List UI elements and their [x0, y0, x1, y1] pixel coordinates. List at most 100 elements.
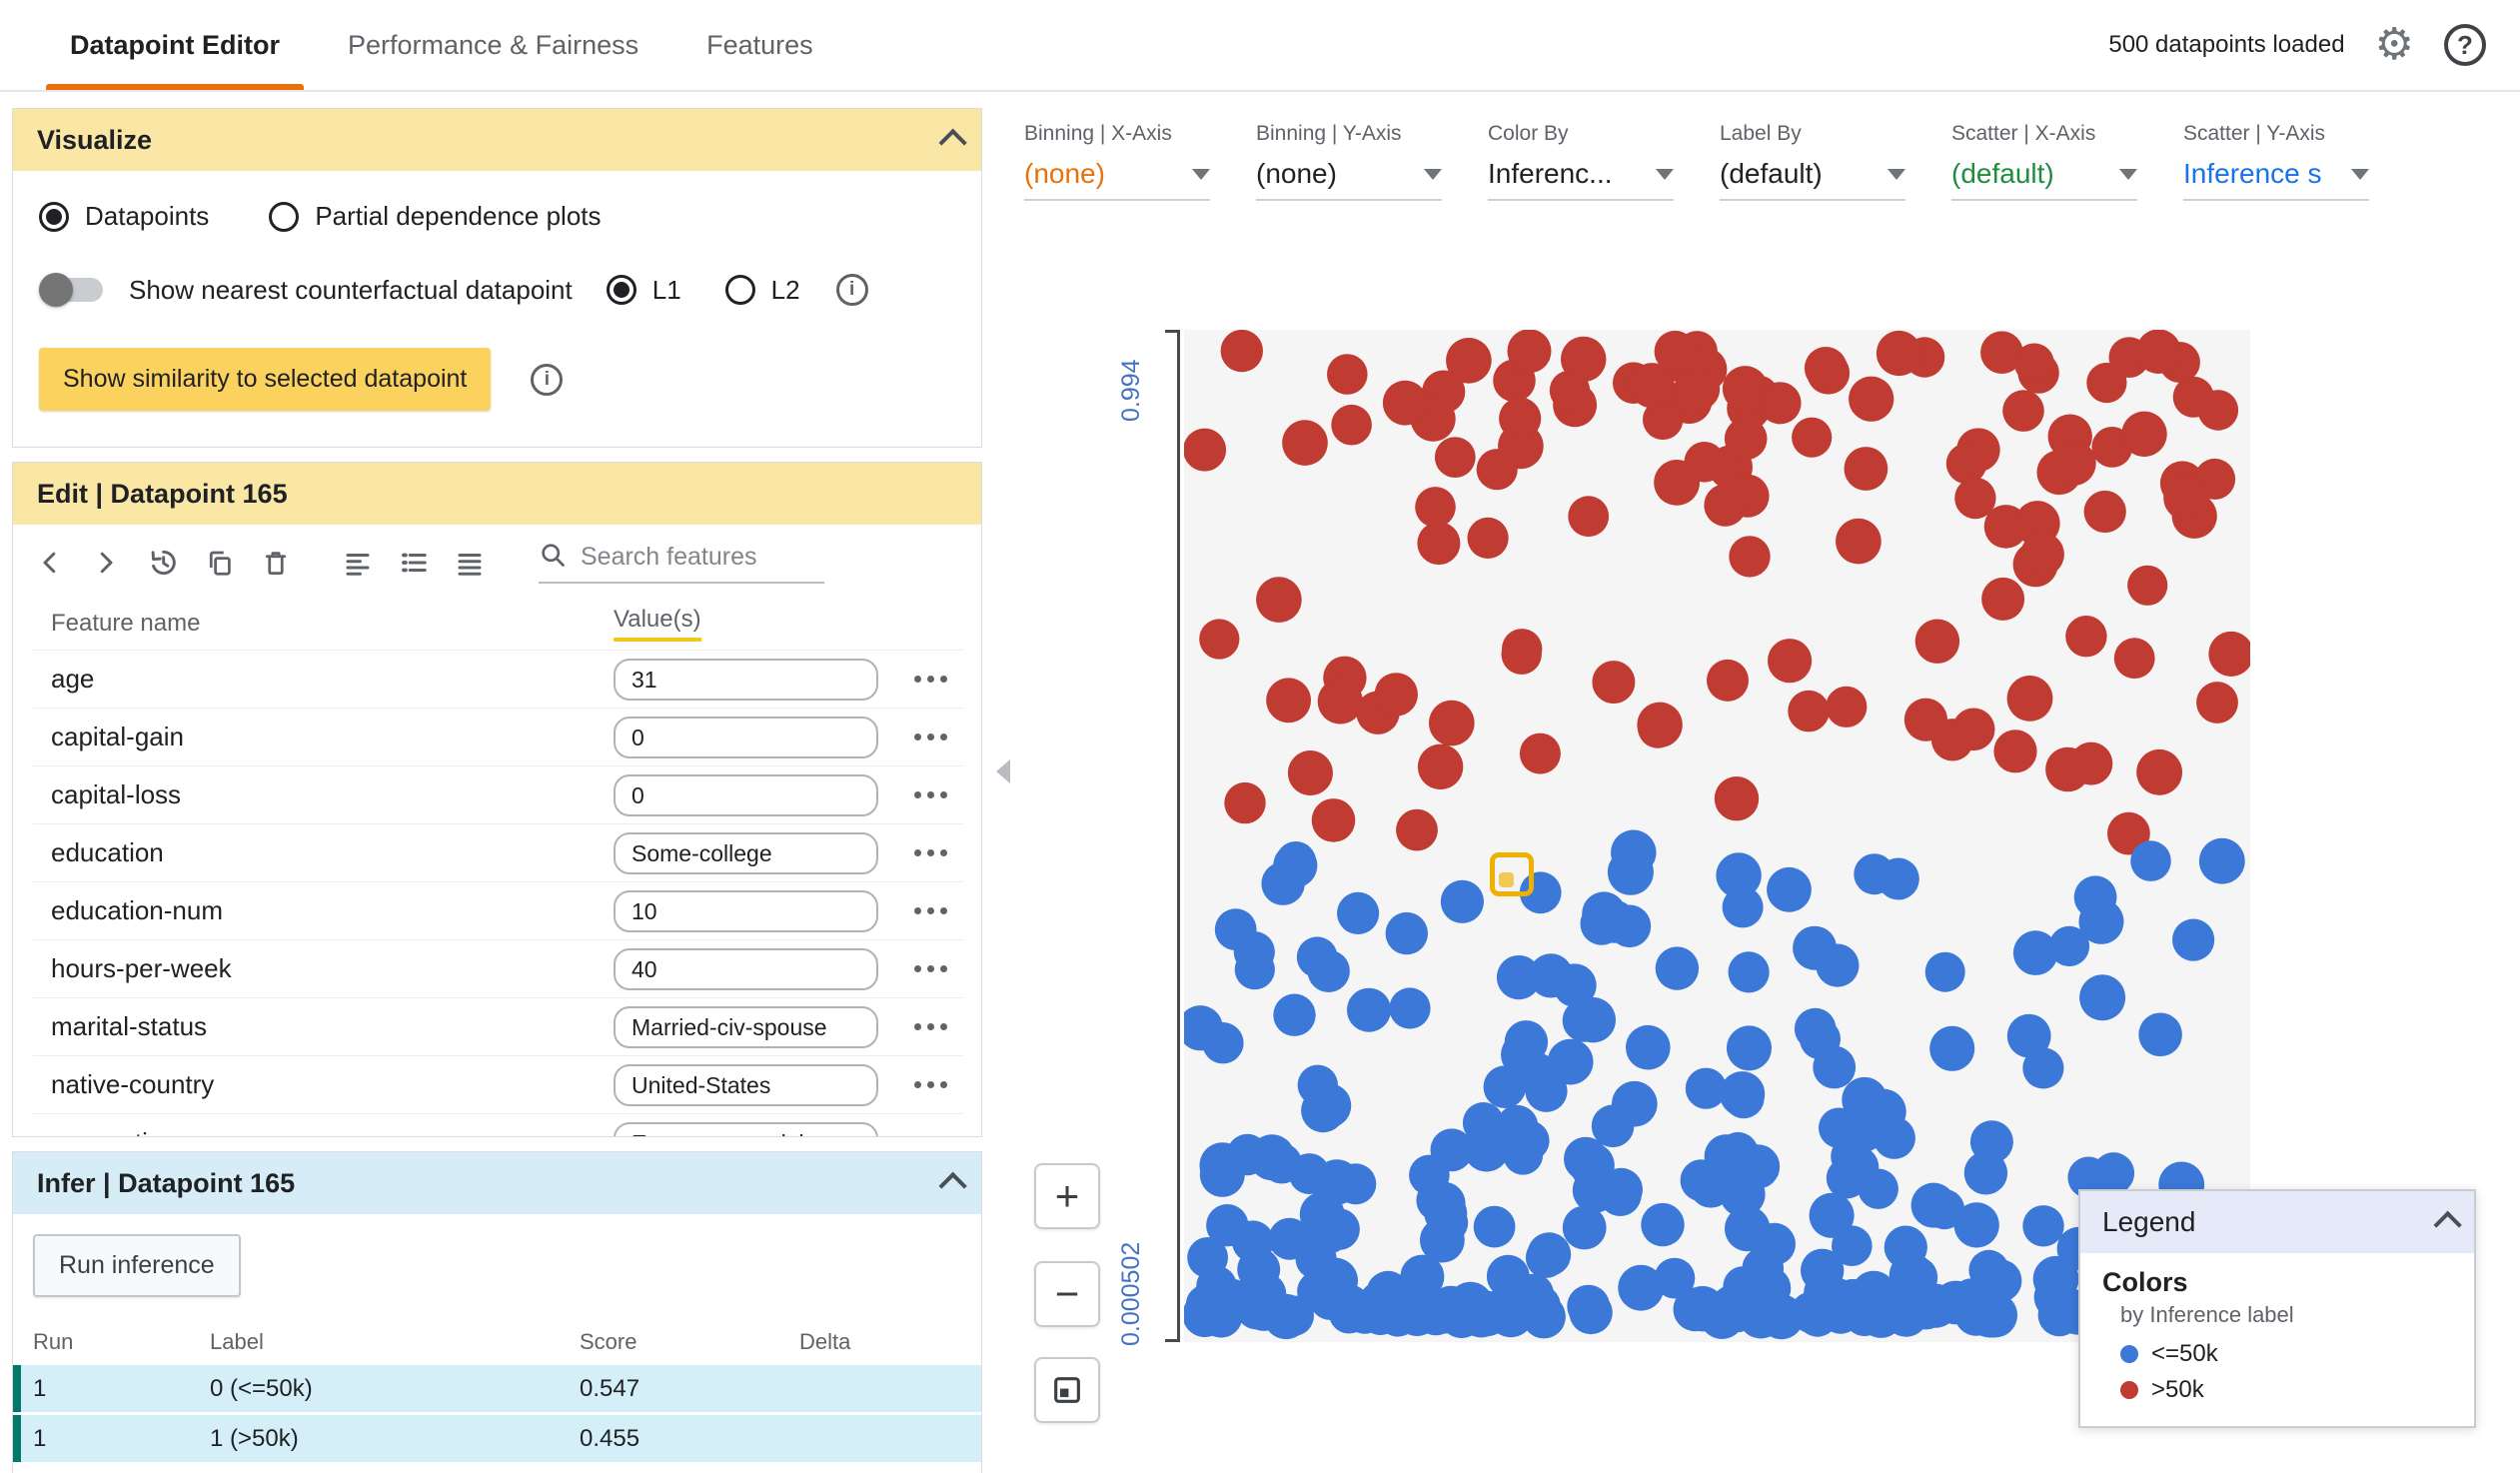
collapse-chevron-icon[interactable]: [938, 1171, 967, 1200]
datapoint[interactable]: [1568, 496, 1610, 538]
feature-menu-button[interactable]: [908, 668, 953, 691]
selected-datapoint-marker[interactable]: [1490, 852, 1534, 896]
datapoint[interactable]: [1287, 750, 1333, 795]
datapoint[interactable]: [1317, 679, 1363, 725]
feature-name-column-header[interactable]: Feature name: [51, 610, 201, 637]
datapoint[interactable]: [1297, 1064, 1338, 1105]
datapoint[interactable]: [2196, 682, 2238, 724]
datapoint[interactable]: [1858, 1168, 1898, 1209]
datapoint[interactable]: [1849, 376, 1894, 422]
datapoint[interactable]: [1266, 678, 1311, 724]
datapoint[interactable]: [2048, 925, 2090, 967]
feature-menu-button[interactable]: [908, 899, 953, 922]
duplicate-datapoint-button[interactable]: [205, 548, 235, 578]
datapoint[interactable]: [2079, 974, 2126, 1021]
datapoint[interactable]: [1462, 1102, 1505, 1144]
counterfactual-toggle[interactable]: [39, 273, 103, 307]
datapoint[interactable]: [1501, 634, 1542, 675]
datapoint[interactable]: [1876, 330, 1922, 377]
feature-value-input[interactable]: United-States: [614, 1063, 878, 1106]
datapoint[interactable]: [1710, 1284, 1756, 1330]
datapoint[interactable]: [1685, 1067, 1727, 1109]
datapoint[interactable]: [1496, 955, 1542, 1000]
datapoint[interactable]: [1981, 577, 2025, 621]
datapoint[interactable]: [1767, 866, 1812, 912]
datapoint[interactable]: [2107, 811, 2150, 855]
datapoint[interactable]: [1569, 1290, 1613, 1335]
datapoint[interactable]: [1722, 886, 1764, 928]
datapoint[interactable]: [1877, 857, 1919, 900]
datapoint[interactable]: [1311, 798, 1356, 842]
datapoint[interactable]: [1844, 447, 1889, 491]
datapoint[interactable]: [1929, 1025, 1975, 1071]
datapoint[interactable]: [1288, 1153, 1330, 1195]
scatter-y-axis-dropdown[interactable]: Scatter | Y-Axis Inference s: [2183, 122, 2369, 201]
datapoint[interactable]: [1187, 1237, 1228, 1278]
datapoint[interactable]: [1654, 1257, 1696, 1299]
datapoint[interactable]: [1832, 1278, 1875, 1321]
zoom-in-button[interactable]: +: [1034, 1163, 1100, 1229]
datapoint[interactable]: [1716, 852, 1762, 898]
datapoint[interactable]: [2006, 1013, 2051, 1058]
datapoint[interactable]: [1273, 993, 1316, 1036]
datapoint[interactable]: [1199, 619, 1240, 660]
datapoint[interactable]: [1382, 380, 1428, 426]
datapoint[interactable]: [1519, 733, 1561, 774]
datapoint[interactable]: [1220, 330, 1263, 373]
datapoint[interactable]: [1759, 382, 1802, 425]
datapoint[interactable]: [1722, 366, 1769, 412]
datapoint[interactable]: [1720, 1171, 1766, 1217]
datapoint[interactable]: [1483, 1065, 1527, 1108]
datapoint[interactable]: [1905, 1289, 1946, 1330]
feature-value-input[interactable]: Some-college: [614, 831, 878, 874]
help-icon[interactable]: ?: [2444, 24, 2486, 66]
datapoint[interactable]: [1889, 1252, 1934, 1298]
datapoint[interactable]: [1327, 354, 1368, 395]
datapoint[interactable]: [1954, 1292, 1998, 1336]
fit-to-screen-button[interactable]: [1034, 1357, 1100, 1423]
feature-menu-button[interactable]: [908, 957, 953, 980]
inference-result-row[interactable]: 1 1 (>50k) 0.455: [13, 1415, 981, 1462]
datapoint[interactable]: [1553, 963, 1597, 1007]
label-by-dropdown[interactable]: Label By (default): [1720, 122, 1905, 201]
datapoint[interactable]: [2172, 918, 2215, 961]
datapoint[interactable]: [1547, 1038, 1594, 1085]
feature-menu-button[interactable]: [908, 1131, 953, 1136]
datapoint[interactable]: [1273, 843, 1318, 888]
delete-datapoint-button[interactable]: [261, 548, 291, 578]
datapoint[interactable]: [2069, 741, 2113, 785]
datapoint[interactable]: [1562, 1205, 1607, 1250]
datapoint[interactable]: [1268, 1217, 1311, 1260]
datapoint[interactable]: [1980, 331, 2023, 374]
datapoint[interactable]: [1704, 484, 1747, 527]
feature-menu-button[interactable]: [908, 1015, 953, 1038]
feature-menu-button[interactable]: [908, 841, 953, 864]
datapoint[interactable]: [1804, 347, 1848, 390]
datapoint[interactable]: [1673, 1287, 1718, 1332]
datapoint[interactable]: [1727, 1025, 1772, 1071]
run-inference-button[interactable]: Run inference: [33, 1234, 241, 1297]
feature-value-input[interactable]: 0: [614, 716, 878, 758]
datapoint[interactable]: [1184, 1005, 1223, 1051]
datapoint[interactable]: [1331, 404, 1372, 446]
datapoint[interactable]: [1374, 673, 1418, 717]
datapoint[interactable]: [1184, 428, 1227, 472]
datapoint[interactable]: [1654, 460, 1700, 506]
datapoint[interactable]: [1655, 946, 1700, 990]
datapoint[interactable]: [1707, 659, 1749, 702]
datapoint[interactable]: [1496, 1104, 1539, 1147]
datapoint[interactable]: [1385, 911, 1428, 955]
align-left-icon[interactable]: [343, 548, 373, 578]
datapoint[interactable]: [1618, 1264, 1665, 1311]
datapoint[interactable]: [1282, 420, 1328, 466]
datapoint[interactable]: [1612, 1080, 1658, 1127]
datapoint[interactable]: [1429, 700, 1475, 746]
datapoint[interactable]: [2002, 390, 2044, 432]
datapoint[interactable]: [1318, 1208, 1360, 1250]
datapoint[interactable]: [1629, 363, 1675, 409]
datapoint[interactable]: [2022, 1047, 2064, 1089]
datapoint[interactable]: [1396, 808, 1438, 851]
datapoint[interactable]: [1641, 1202, 1685, 1247]
datapoint[interactable]: [1415, 487, 1456, 528]
datapoint[interactable]: [1440, 879, 1484, 923]
